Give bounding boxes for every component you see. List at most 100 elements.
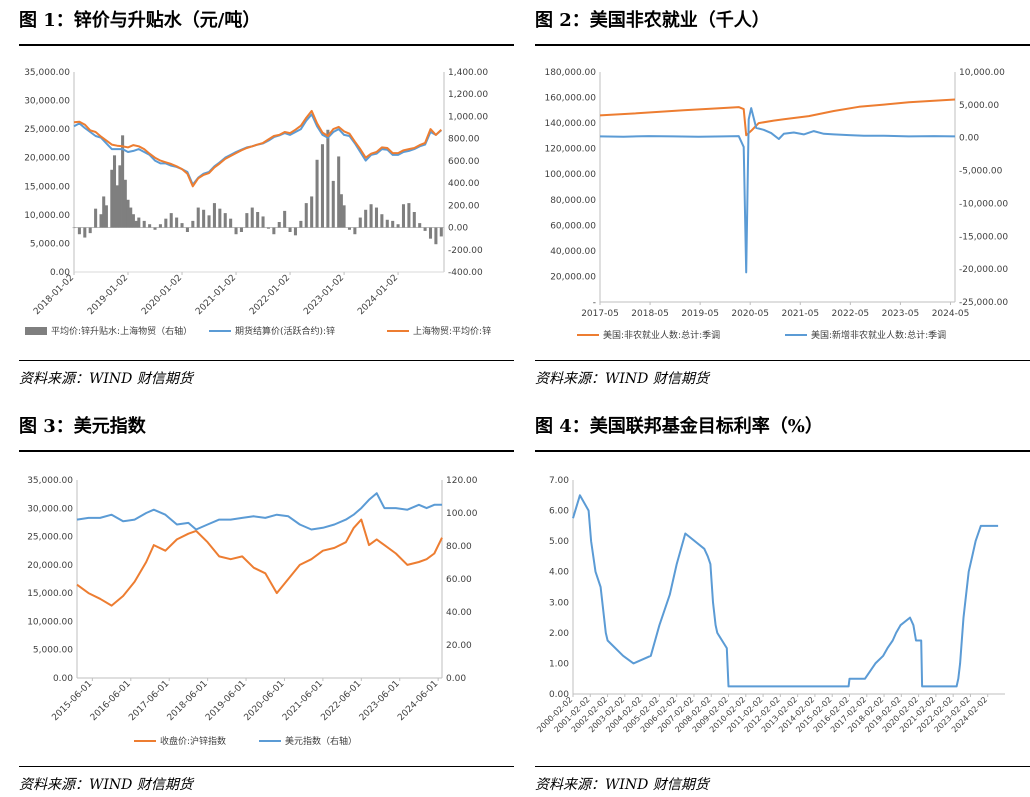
legend-label: 收盘价:沪锌指数 [160,735,226,747]
bar-mark [391,220,395,228]
source-note: 资料来源：WIND 财信期货 [19,371,193,387]
x-tick-label: 2020-01-02 [140,273,184,317]
bar-mark [229,218,233,228]
right-tick-label: -200.00 [448,246,483,256]
bar-mark [83,227,87,238]
bar-mark [239,227,243,232]
fed-rate-chart: 0.001.002.003.004.005.006.007.002000-02-… [535,476,1005,734]
chart-area: 0.00 5,000.00 10,000.00 15,000.00 20,000.00 2… [19,456,514,762]
title-rule [535,44,1030,46]
x-tick-label: 2024-01-02 [356,273,400,317]
x-tick-label: 2021-05 [781,309,819,319]
source-rule [535,360,1030,361]
bar-mark [401,204,406,228]
bar-mark [299,220,303,228]
bar-mark [423,227,427,231]
bar-mark [175,217,179,228]
bar-mark [158,224,162,228]
bar-mark [218,208,222,228]
right-tick-label: -20,000.00 [959,265,1008,275]
bar-mark [326,129,330,228]
bar-mark [212,203,216,228]
bar-mark [94,208,98,228]
bar-mark [99,214,103,228]
x-tick-label: 2024-06-01 [396,679,440,723]
bar-mark [434,227,438,245]
left-tick-label: 40,000.00 [550,247,596,257]
source-note: 资料来源：WIND 财信期货 [19,777,193,793]
left-tick-label: 3.00 [549,598,569,608]
bar-mark [407,203,411,228]
x-tick-label: 2017-05 [581,309,619,319]
left-tick-label: 0.00 [50,268,70,278]
x-tick-label: 2018-01-02 [32,273,76,317]
x-tick-label: 2021-01-02 [194,273,238,317]
bar-mark [196,207,200,228]
left-tick-label: 80,000.00 [550,196,596,206]
bar-mark [121,135,125,228]
left-tick-label: 0.00 [53,674,73,684]
bar-mark [164,218,168,228]
bar-mark [358,217,362,228]
bar-mark [369,204,373,228]
bar-mark [137,217,141,228]
nonfarm-chart: -20,000.0040,000.0060,000.0080,000.00100… [544,68,1008,341]
left-tick-label: 15,000.00 [24,182,70,192]
source-rule [535,766,1030,767]
x-tick-label: 2017-06-01 [127,679,171,723]
bar-mark [396,224,400,228]
right-tick-label: 0.00 [446,674,466,684]
left-tick-label: 30,000.00 [27,504,73,514]
bar-mark [385,219,389,228]
series-line [76,492,442,531]
title-rule [535,450,1030,452]
zinc-price-chart: 0.00 5,000.00 10,000.00 15,000.00 20,000.00 2… [24,68,491,337]
left-tick-label: 35,000.00 [24,68,70,78]
right-tick-label: 100.00 [446,509,478,519]
bar-mark [331,180,335,228]
right-tick-label: -15,000.00 [959,232,1008,242]
bar-mark [380,214,384,228]
bar-mark [272,227,276,235]
series-line [73,113,442,186]
bar-mark [364,209,368,228]
bar-mark [283,210,287,228]
right-tick-label: 60.00 [446,575,472,585]
bar-mark [428,227,433,239]
chart-area: 0.00 5,000.00 10,000.00 15,000.00 20,000.00 2… [19,50,514,356]
bar-mark [374,207,379,228]
panel-title: 图 2：美国非农就业（千人） [535,10,770,31]
x-tick-label: 2016-06-01 [89,679,133,723]
right-tick-label: 40.00 [446,608,472,618]
legend-label: 平均价:锌升贴水:上海物贸（右轴） [51,325,192,337]
left-tick-label: 120,000.00 [544,145,596,155]
left-tick-label: 180,000.00 [544,68,596,78]
right-tick-label: 1,000.00 [448,112,488,122]
x-tick-label: 2018-05 [631,309,669,319]
left-tick-label: 1.00 [549,659,569,669]
x-tick-label: 2020-06-01 [243,679,287,723]
left-tick-label: 35,000.00 [27,476,73,486]
bar-mark [202,209,206,228]
bar-mark [353,227,357,235]
bar-mark [234,227,238,235]
legend-label: 期货结算价(活跃合约):锌 [235,325,335,337]
series-line [572,494,999,688]
legend-label: 美国:新增非农就业人数:总计:季调 [811,329,946,341]
x-tick-label: 2022-01-02 [248,273,292,317]
right-tick-label: 1,200.00 [448,90,488,100]
bar-mark [72,227,76,229]
bar-mark [77,227,81,235]
legend-swatch [25,327,47,335]
bar-mark [293,227,297,236]
left-tick-label: 10,000.00 [27,617,73,627]
series-line [73,109,442,188]
title-rule [19,450,514,452]
left-tick-label: 20,000.00 [27,561,73,571]
left-tick-label: 140,000.00 [544,119,596,129]
source-note: 资料来源：WIND 财信期货 [535,777,709,793]
right-tick-label: 0.00 [959,134,979,144]
x-tick-label: 2019-05 [681,309,719,319]
series-line [599,107,956,274]
bar-mark [153,227,157,230]
